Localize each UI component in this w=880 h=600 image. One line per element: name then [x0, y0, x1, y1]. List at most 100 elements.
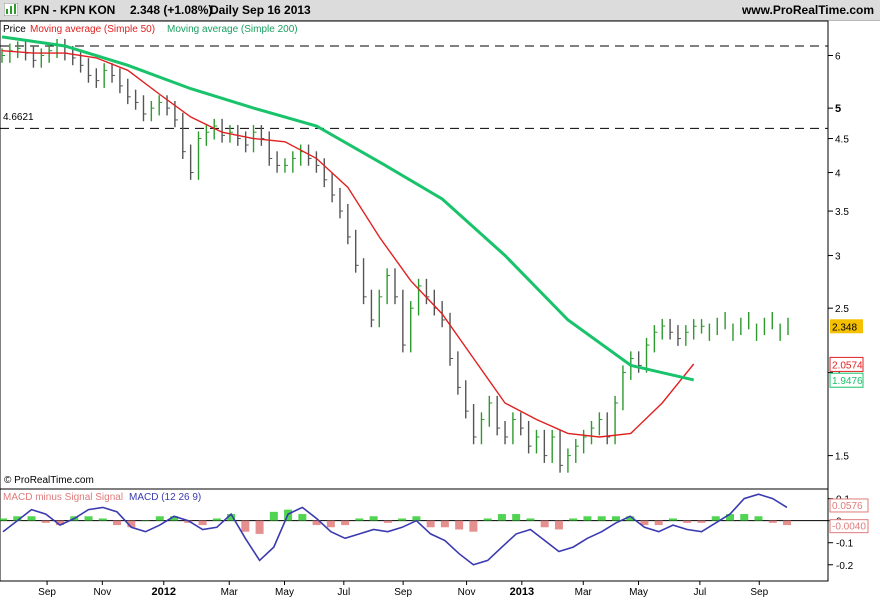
ma200-line — [1, 35, 695, 382]
macd-hist-bar-49 — [697, 520, 706, 523]
macd-hist-bar-9 — [127, 520, 136, 528]
chart-header: KPN - KPN KON 2.348 (+1.08%) Daily Sep 1… — [0, 0, 880, 21]
macd-hist-bar-54 — [768, 520, 777, 523]
xtick-label-6: Sep — [394, 587, 412, 598]
price-ytick-label-6: 4.5 — [835, 135, 849, 146]
macd-hist-bar-3 — [41, 520, 50, 523]
x-axis: Sep Nov 2012 Mar May Jul Sep Nov 2013 Mar May Jul Se… — [38, 581, 769, 598]
macd-hist-bar-1 — [13, 516, 22, 521]
macd-hist-bar-14 — [198, 520, 207, 526]
macd-hist-bar-30 — [426, 520, 435, 528]
xtick-label-1: Nov — [93, 587, 111, 598]
macd-hist-bar-41 — [583, 516, 592, 521]
xtick-label-3: Mar — [221, 587, 239, 598]
xtick-label-8: 2013 — [510, 586, 534, 598]
xtick-label-2: 2012 — [152, 586, 176, 598]
hline-label: 4.6621 — [3, 112, 34, 123]
macd-hist-bar-26 — [369, 516, 378, 521]
macd-hist-bar-10 — [141, 520, 150, 522]
macd-hist-bar-36 — [512, 514, 521, 521]
macd-hist-bar-51 — [725, 514, 734, 521]
price-ytick-label-7: 5 — [835, 103, 841, 115]
macd-hist-bar-32 — [455, 520, 464, 530]
macd-hist-bar-7 — [98, 518, 107, 521]
macd-marker-box-0 — [829, 498, 869, 513]
macd-hist-bar-33 — [469, 520, 478, 532]
macd-panel: 0.10-0.1-0.20.0576-0.0040 — [0, 493, 869, 572]
macd-marker-0: 0.0576 — [832, 501, 863, 512]
macd-hist-bar-6 — [84, 516, 93, 521]
price-panel-frame — [0, 20, 829, 490]
ma50-line — [1, 50, 695, 438]
macd-hist-bar-50 — [711, 516, 720, 521]
macd-hist-bar-35 — [497, 514, 506, 521]
period-date-label: Daily Sep 16 2013 — [210, 3, 311, 17]
site-label: www.ProRealTime.com — [741, 3, 874, 17]
price-marker-1: 2.0574 — [832, 360, 863, 371]
price-marker-box-2 — [829, 372, 864, 388]
macd-hist-bar-29 — [412, 516, 421, 521]
macd-hist-bar-13 — [184, 520, 193, 523]
xtick-label-11: Jul — [693, 587, 706, 598]
legend-macd-hist: MACD minus Signal Signal — [3, 492, 123, 503]
legend-ma50: Moving average (Simple 50) — [30, 24, 155, 35]
quote-label: 2.348 (+1.08%) — [130, 3, 213, 17]
macd-hist-bar-21 — [298, 514, 307, 521]
macd-hist-bar-47 — [668, 518, 677, 521]
macd-hist-bar-34 — [483, 518, 492, 521]
xtick-label-12: Sep — [750, 587, 768, 598]
price-ytick-label-5: 4 — [835, 169, 841, 180]
legend-macd: MACD (12 26 9) — [129, 492, 201, 503]
macd-panel-frame — [0, 488, 829, 582]
macd-hist-bar-17 — [241, 520, 250, 532]
price-marker-2: 1.9476 — [832, 376, 863, 387]
macd-hist-bar-37 — [526, 518, 535, 521]
macd-hist-bar-24 — [341, 520, 350, 526]
watermark: © ProRealTime.com — [4, 475, 94, 486]
macd-ytick-label-3: -0.2 — [836, 561, 854, 572]
macd-hist-bar-45 — [640, 520, 649, 526]
macd-hist-bar-27 — [383, 520, 392, 523]
legend-price: Price — [3, 24, 26, 35]
macd-hist-bar-43 — [611, 516, 620, 521]
macd-hist-bar-39 — [554, 520, 563, 530]
macd-hist-bar-52 — [740, 514, 749, 521]
price-ytick-label-2: 2.5 — [835, 304, 849, 315]
macd-ytick-label-2: -0.1 — [836, 539, 854, 550]
macd-hist-bar-40 — [569, 518, 578, 521]
xtick-label-7: Nov — [458, 587, 476, 598]
macd-line — [2, 493, 788, 566]
xtick-label-5: Jul — [337, 587, 350, 598]
macd-hist-bar-2 — [27, 516, 36, 521]
macd-hist-bar-42 — [597, 516, 606, 521]
macd-hist-bar-16 — [227, 514, 236, 521]
price-ytick-label-4: 3.5 — [835, 207, 849, 218]
macd-hist-bar-48 — [683, 520, 692, 523]
macd-hist-bar-18 — [255, 520, 264, 534]
price-marker-box-1 — [829, 356, 864, 372]
xtick-label-0: Sep — [38, 587, 56, 598]
chart-logo-icon — [4, 3, 18, 16]
macd-hist-bar-31 — [440, 520, 449, 528]
macd-hist-bar-38 — [540, 520, 549, 528]
macd-hist-bar-22 — [312, 520, 321, 526]
macd-hist-bar-8 — [113, 520, 122, 526]
symbol-label: KPN - KPN KON — [24, 3, 116, 17]
macd-hist-bar-4 — [56, 520, 65, 526]
macd-hist-bar-23 — [326, 520, 335, 528]
macd-hist-bar-46 — [654, 520, 663, 526]
macd-marker-1: -0.0040 — [832, 522, 866, 533]
price-ytick-label-8: 6 — [835, 52, 841, 63]
macd-hist-bar-55 — [783, 520, 791, 526]
legend-ma200: Moving average (Simple 200) — [167, 24, 298, 35]
macd-hist-bar-19 — [269, 511, 278, 521]
macd-hist-bar-15 — [212, 518, 221, 521]
macd-hist-bar-25 — [355, 518, 364, 521]
macd-hist-bar-28 — [398, 518, 407, 521]
price-marker-0: 2.348 — [832, 322, 857, 333]
macd-hist-bar-11 — [155, 516, 164, 521]
macd-hist-bar-0 — [0, 518, 7, 521]
price-ytick-label-0: 1.5 — [835, 452, 849, 463]
